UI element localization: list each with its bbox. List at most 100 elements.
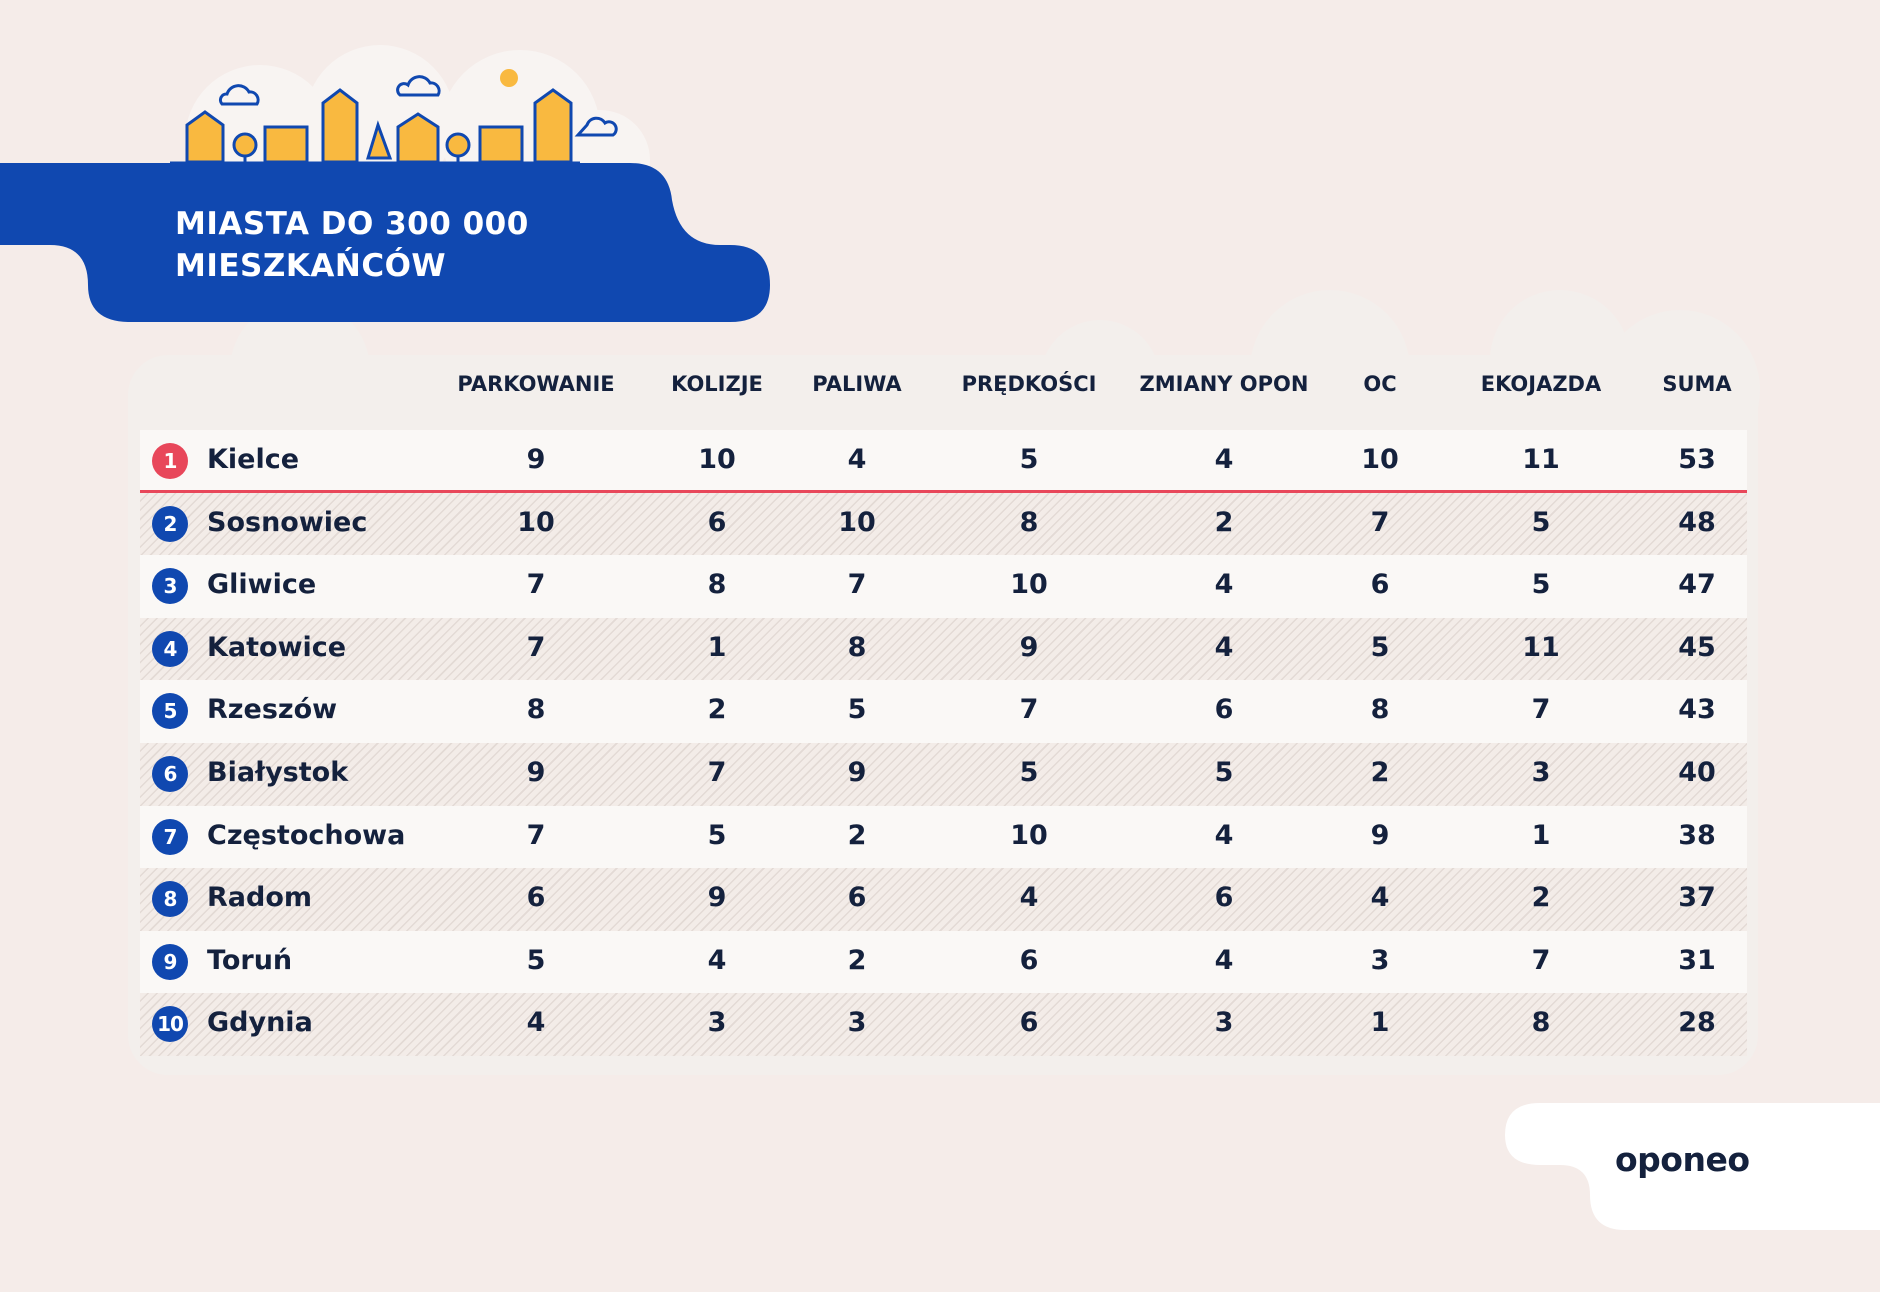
city-name: Rzeszów	[207, 694, 338, 726]
cell-ekojazda: 2	[1531, 882, 1551, 914]
cell-kolizje: 9	[707, 882, 727, 914]
rank-badge: 2	[152, 505, 188, 542]
cloud-icons	[219, 75, 618, 137]
cell-kolizje: 3	[707, 1007, 727, 1039]
column-header: OC	[1363, 372, 1397, 396]
cell-prędkości: 5	[1019, 444, 1039, 475]
column-header: PARKOWANIE	[457, 372, 615, 396]
cell-zmiany-opon: 4	[1214, 569, 1234, 601]
cell-oc: 6	[1370, 569, 1390, 601]
table-row: 1 Kielce 9 10 4 5 4 10 11 53	[140, 430, 1747, 493]
cell-paliwa: 2	[847, 819, 867, 851]
cell-zmiany-opon: 4	[1214, 819, 1234, 851]
cell-prędkości: 10	[1010, 569, 1048, 601]
city-name: Katowice	[207, 631, 347, 663]
city-name: Sosnowiec	[207, 506, 368, 538]
column-header: PALIWA	[812, 372, 902, 396]
cell-parkowanie: 6	[526, 882, 546, 914]
cell-parkowanie: 8	[526, 694, 546, 726]
table-row: 7 Częstochowa 7 5 2 10 4 9 1 38	[140, 805, 1747, 869]
cell-zmiany-opon: 3	[1214, 1007, 1234, 1039]
rank-badge: 4	[152, 630, 188, 667]
cell-oc: 8	[1370, 694, 1390, 726]
column-header: EKOJAZDA	[1480, 372, 1602, 396]
column-header: ZMIANY OPON	[1139, 372, 1309, 396]
cell-ekojazda: 11	[1522, 631, 1560, 663]
city-name: Gdynia	[207, 1007, 313, 1039]
cell-paliwa: 4	[847, 444, 867, 475]
column-header: PRĘDKOŚCI	[961, 372, 1097, 396]
cell-parkowanie: 7	[526, 819, 546, 851]
city-name: Kielce	[207, 444, 300, 475]
cell-prędkości: 7	[1019, 694, 1039, 726]
oponeo-logo: oponeo	[1615, 1140, 1750, 1179]
cell-paliwa: 7	[847, 569, 867, 601]
cell-paliwa: 2	[847, 944, 867, 976]
cell-paliwa: 3	[847, 1007, 867, 1039]
cell-prędkości: 6	[1019, 944, 1039, 976]
cell-paliwa: 9	[847, 757, 867, 788]
cell-paliwa: 8	[847, 631, 867, 663]
cell-parkowanie: 9	[526, 444, 546, 475]
cell-suma: 48	[1678, 506, 1716, 538]
city-name: Częstochowa	[207, 819, 406, 851]
cell-zmiany-opon: 4	[1214, 944, 1234, 976]
rank-badge: 9	[152, 943, 188, 980]
table-row: 3 Gliwice 7 8 7 10 4 6 5 47	[140, 555, 1747, 618]
city-name: Gliwice	[207, 569, 317, 601]
cell-oc: 10	[1361, 444, 1399, 475]
city-name: Toruń	[207, 944, 293, 976]
cell-oc: 4	[1370, 882, 1390, 914]
cell-prędkości: 8	[1019, 506, 1039, 538]
cell-ekojazda: 5	[1531, 569, 1551, 601]
table-row: 9 Toruń 5 4 2 6 4 3 7 31	[140, 930, 1747, 994]
cell-zmiany-opon: 4	[1214, 444, 1234, 475]
cell-oc: 2	[1370, 757, 1390, 788]
table-row: 2 Sosnowiec 10 6 10 8 2 7 5 48	[140, 492, 1747, 556]
rank-badge: 10	[152, 1006, 188, 1043]
cell-zmiany-opon: 4	[1214, 631, 1234, 663]
city-name: Radom	[207, 882, 313, 914]
cell-kolizje: 4	[707, 944, 727, 976]
cell-zmiany-opon: 6	[1214, 882, 1234, 914]
column-header: KOLIZJE	[671, 372, 763, 396]
cell-suma: 38	[1678, 819, 1716, 851]
rank-badge: 1	[152, 443, 188, 479]
cell-prędkości: 6	[1019, 1007, 1039, 1039]
cell-parkowanie: 5	[526, 944, 546, 976]
cell-parkowanie: 7	[526, 569, 546, 601]
rank-badge: 6	[152, 756, 188, 792]
cell-paliwa: 6	[847, 882, 867, 914]
cell-suma: 45	[1678, 631, 1716, 663]
cell-kolizje: 5	[707, 819, 727, 851]
cell-oc: 5	[1370, 631, 1390, 663]
cell-suma: 40	[1678, 757, 1716, 788]
rank-badge: 3	[152, 568, 188, 605]
cell-kolizje: 8	[707, 569, 727, 601]
cell-zmiany-opon: 6	[1214, 694, 1234, 726]
cell-oc: 3	[1370, 944, 1390, 976]
cell-parkowanie: 7	[526, 631, 546, 663]
cell-oc: 1	[1370, 1007, 1390, 1039]
cell-prędkości: 9	[1019, 631, 1039, 663]
table-row: 5 Rzeszów 8 2 5 7 6 8 7 43	[140, 680, 1747, 743]
title-banner	[0, 163, 770, 322]
cell-ekojazda: 7	[1531, 694, 1551, 726]
cell-kolizje: 6	[707, 506, 727, 538]
rank-badge: 8	[152, 881, 188, 918]
table-row: 10 Gdynia 4 3 3 6 3 1 8 28	[140, 993, 1747, 1056]
table-row: 8 Radom 6 9 6 4 6 4 2 37	[140, 868, 1747, 931]
rank-badge: 7	[152, 818, 188, 855]
table-row: 6 Białystok 9 7 9 5 5 2 3 40	[140, 743, 1747, 806]
cell-ekojazda: 11	[1522, 444, 1560, 475]
cell-parkowanie: 4	[526, 1007, 546, 1039]
cell-ekojazda: 7	[1531, 944, 1551, 976]
cell-suma: 28	[1678, 1007, 1716, 1039]
cell-oc: 9	[1370, 819, 1390, 851]
cell-zmiany-opon: 2	[1214, 506, 1234, 538]
cell-prędkości: 5	[1019, 757, 1039, 788]
sun-icon	[500, 69, 518, 87]
rank-badge: 5	[152, 693, 188, 730]
cell-kolizje: 7	[707, 757, 727, 788]
cell-suma: 47	[1678, 569, 1716, 601]
